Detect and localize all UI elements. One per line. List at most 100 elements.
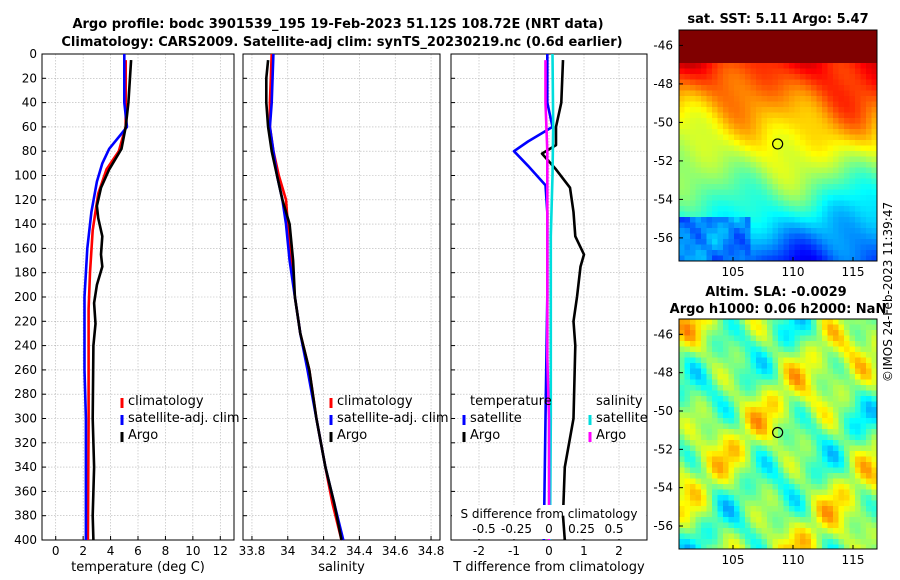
map-cell [701,544,707,550]
map-cell [695,346,702,353]
map-cell [679,140,685,146]
map-cell [723,244,729,251]
map-cell [827,145,834,152]
map-cell [827,330,834,336]
legend-t-argo-label: Argo [470,428,500,443]
map-cell [822,495,828,501]
map-cell [860,162,867,168]
map-cell [833,418,839,424]
map-cell [783,407,790,413]
map-cell [772,173,779,179]
map-cell [816,407,823,413]
map-cell [816,451,823,457]
map-cell [794,511,801,518]
map-cell [717,250,724,256]
map-cell [756,140,762,146]
map-cell [811,539,817,545]
map-cell [684,412,691,419]
map-cell [723,473,729,479]
map-cell [679,473,685,479]
map-cell [849,335,856,342]
map-cell [844,528,850,534]
map-cell [728,407,735,413]
map-cell [679,330,685,336]
map-cell [745,156,751,163]
map-frame [678,318,878,550]
map-cell [805,112,812,119]
map-cell [723,484,729,490]
map-cell [712,79,718,86]
map-cell [767,352,773,358]
map-cell [706,528,713,534]
map-cell [750,255,757,262]
map-cell [712,500,718,507]
map-cell [789,478,795,485]
map-cell [833,324,839,331]
map-cell [800,255,806,262]
map-cell [844,118,850,124]
map-cell [701,506,707,512]
map-cell [789,46,795,53]
map-cell [706,57,713,64]
map-cell [827,250,834,256]
series-line-s-argo [544,60,551,540]
map-cell [717,189,724,196]
map-cell [827,167,834,174]
map-cell [844,330,850,336]
map-cell [745,184,751,190]
map-cell [866,539,872,545]
map-cell [816,346,823,353]
map-cell [695,401,702,408]
map-cell [684,385,691,391]
map-cell [822,511,828,518]
map-cell [794,140,801,146]
map-cell [745,429,751,435]
map-cell [822,335,828,342]
map-cell [690,451,696,457]
map-cell [860,195,867,201]
map-cell [728,500,735,507]
map-cell [684,456,691,463]
map-cell [767,255,773,262]
map-cell [745,352,751,358]
legend-s-satellite-label: satellite [596,411,648,426]
map-cell [827,374,834,380]
series-line-s-satellite [548,53,555,541]
map-cell [701,445,707,452]
map-cell [838,401,845,408]
map-cell [728,440,735,446]
map-cell [739,244,746,251]
map-cell [767,184,773,190]
map-cell [800,319,806,325]
map-cell [794,412,801,419]
map-cell [805,341,812,347]
map-cell [690,145,696,152]
map-cell [794,473,801,479]
map-cell [734,200,740,207]
map-cell [684,63,691,69]
map-cell [756,396,762,402]
map-cell [800,195,806,201]
map-cell [855,456,861,463]
map-cell [756,533,762,540]
map-cell [849,228,856,234]
map-cell [706,46,713,53]
map-cell [767,145,773,152]
map-cell [855,178,861,185]
map-cell [761,341,768,347]
map-cell [783,451,790,457]
map-cell [800,429,806,435]
map-cell [794,500,801,507]
map-cell [728,429,735,435]
map-cell [690,544,696,550]
map-cell [739,228,746,234]
map-cell [800,330,806,336]
map-cell [701,140,707,146]
map-cell [772,239,779,245]
map-cell [712,324,718,331]
map-cell [745,451,751,457]
map-cell [778,462,784,468]
map-cell [695,429,702,435]
map-cell [805,195,812,201]
map-cell [728,346,735,353]
